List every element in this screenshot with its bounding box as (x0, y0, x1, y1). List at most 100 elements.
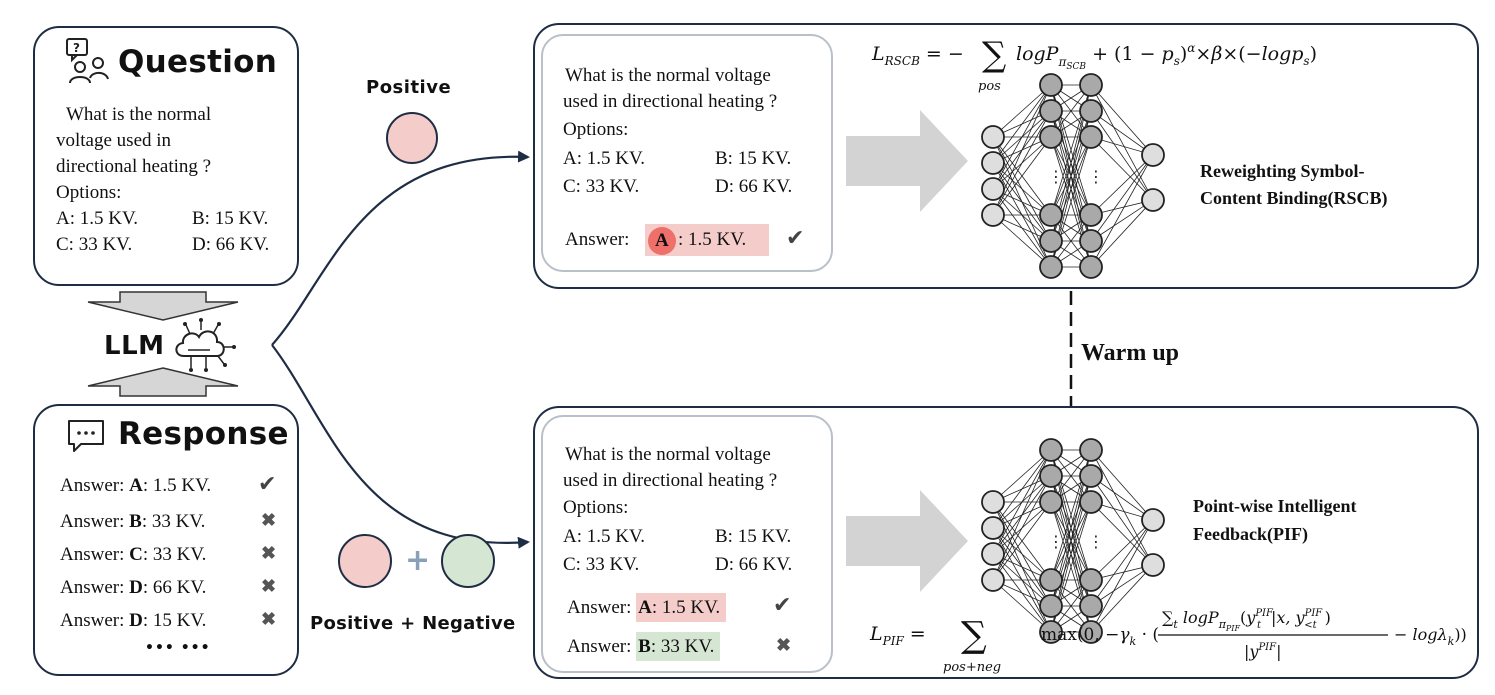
response-answer-4: Answer: D: 66 KV. (60, 577, 207, 598)
svg-text:logPπSCB + (1 − ps)α×β×(−logps: logPπSCB + (1 − ps)α×β×(−logps) (1016, 41, 1317, 72)
pif-option-c: C: 33 KV. (563, 554, 640, 575)
rscb-neural-network: ⋮ ⋮ (981, 73, 1165, 279)
svg-text:− logλk)): − logλk)) (1394, 625, 1466, 648)
response-panel (33, 404, 299, 676)
check-icon: ✔ (258, 471, 277, 496)
svg-text:∑: ∑ (982, 35, 1006, 75)
rscb-ellipsis: ⋮ (1048, 167, 1064, 186)
response-answer-3: Answer: C: 33 KV. (60, 544, 207, 565)
pif-hidden-node (1039, 490, 1063, 514)
pif-neural-network: ⋮ ⋮ (981, 438, 1165, 644)
cross-icon: ✖ (776, 635, 792, 655)
pif-ellipsis: ⋮ (1048, 532, 1064, 551)
rscb-hidden-node (1079, 255, 1103, 279)
warm-up-label: Warm up (1081, 340, 1180, 366)
rscb-input-node (981, 177, 1005, 201)
pif-hidden-node (1039, 594, 1063, 618)
cross-icon: ✖ (261, 543, 277, 563)
svg-text:LPIF =: LPIF = (869, 623, 926, 648)
rscb-ellipsis: ⋮ (1088, 167, 1104, 186)
rscb-answer-text: : 1.5 KV. (678, 229, 747, 250)
rscb-option-a: A: 1.5 KV. (563, 148, 645, 169)
rscb-hidden-node (1079, 203, 1103, 227)
rscb-hidden-node (1079, 125, 1103, 149)
rscb-hidden-node (1039, 229, 1063, 253)
question-panel (33, 26, 299, 286)
pif-hidden-node (1079, 438, 1103, 462)
rscb-input-node (981, 203, 1005, 227)
pif-option-d: D: 66 KV. (715, 554, 793, 575)
llm-arrows (87, 291, 239, 397)
rscb-method-line-2: Content Binding(RSCB) (1200, 188, 1388, 208)
svg-text:pos+neg: pos+neg (943, 660, 1001, 675)
option-d: D: 66 KV. (192, 234, 270, 255)
pif-option-a: A: 1.5 KV. (563, 526, 645, 547)
rscb-answer-prefix: Answer: (565, 229, 630, 250)
rscb-hidden-node (1039, 125, 1063, 149)
pif-hidden-node (1079, 490, 1103, 514)
option-c: C: 33 KV. (56, 234, 133, 255)
svg-text:∑: ∑ (961, 615, 987, 656)
pif-option-b: B: 15 KV. (715, 526, 792, 547)
pif-example-card (541, 415, 833, 673)
positive-negative-label: Positive + Negative (310, 613, 516, 634)
rscb-hidden-node (1079, 73, 1103, 97)
svg-text:|yPIF|: |yPIF| (1244, 642, 1281, 661)
pif-hidden-node (1079, 594, 1103, 618)
pif-answer-positive: Answer: A: 1.5 KV. (567, 593, 727, 622)
question-line-1: What is the normal (66, 104, 212, 125)
rscb-hidden-node (1039, 99, 1063, 123)
pif-question-line-1: What is the normal voltage (565, 444, 771, 465)
pif-hidden-node (1079, 620, 1103, 644)
llm-label: LLM (104, 331, 165, 361)
pif-options-label: Options: (563, 497, 629, 518)
rscb-output-node (1141, 188, 1165, 212)
pif-hidden-node (1039, 438, 1063, 462)
pif-output-node (1141, 553, 1165, 577)
rscb-input-node (981, 125, 1005, 149)
options-label: Options: (56, 182, 122, 203)
negative-circle (441, 534, 495, 588)
pif-input-node (981, 516, 1005, 540)
pif-hidden-node (1039, 568, 1063, 592)
svg-text:pos: pos (978, 79, 1001, 94)
rscb-answer-circle (648, 227, 676, 255)
pif-hidden-node (1079, 568, 1103, 592)
pif-answer-negative: Answer: B: 33 KV. (567, 632, 721, 661)
pif-input-node (981, 490, 1005, 514)
question-title: Question (118, 44, 278, 80)
rscb-method-line-1: Reweighting Symbol- (1200, 161, 1365, 181)
option-b: B: 15 KV. (192, 208, 269, 229)
rscb-hidden-node (1079, 99, 1103, 123)
pif-input-node (981, 542, 1005, 566)
cross-icon: ✖ (261, 510, 277, 530)
pif-question-line-2: used in directional heating ? (563, 470, 778, 491)
rscb-question-line-1: What is the normal voltage (565, 65, 771, 86)
response-ellipsis: ••• ••• (145, 640, 211, 656)
rscb-input-node (981, 151, 1005, 175)
pif-formula: LPIF = ∑ pos+neg max(0, −γk · ( ∑t logPπ… (869, 608, 1466, 675)
rscb-hidden-node (1039, 73, 1063, 97)
rscb-hidden-node (1079, 229, 1103, 253)
option-a: A: 1.5 KV. (56, 208, 138, 229)
pif-hidden-node (1039, 620, 1063, 644)
response-title: Response (118, 416, 289, 452)
rscb-formula: LRSCB = − ∑ pos logPπSCB + (1 − ps)α×β×(… (871, 35, 1317, 94)
pif-input-node (981, 568, 1005, 592)
svg-text:max(0, −γk · (: max(0, −γk · ( (1041, 625, 1159, 648)
pif-method-line-2: Feedback(PIF) (1193, 524, 1308, 544)
rscb-hidden-node (1039, 255, 1063, 279)
rscb-hidden-node (1039, 203, 1063, 227)
cloud-network-icon (175, 318, 236, 372)
pif-hidden-node (1079, 464, 1103, 488)
rscb-question-line-2: used in directional heating ? (563, 91, 778, 112)
positive-label: Positive (366, 77, 452, 98)
plus-sign: + (405, 543, 431, 578)
response-answer-5: Answer: D: 15 KV. (60, 610, 207, 631)
svg-text:?: ? (73, 41, 80, 55)
pif-method-line-1: Point-wise Intelligent (1193, 496, 1357, 516)
question-line-3: directional heating ? (56, 156, 212, 177)
rscb-output-node (1141, 143, 1165, 167)
check-icon: ✔ (773, 592, 792, 617)
rscb-flow-arrow (846, 110, 968, 212)
